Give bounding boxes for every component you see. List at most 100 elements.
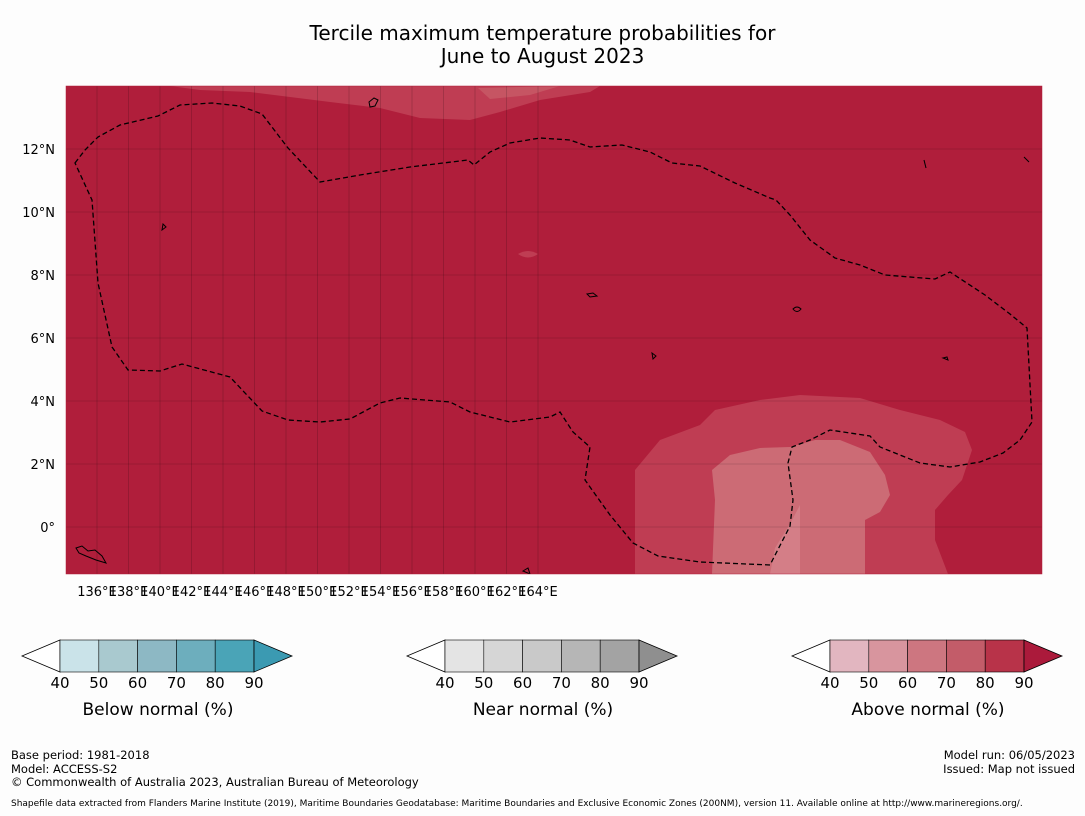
prob-zone-80-small (518, 251, 538, 258)
colorbar-tick-label: 70 (937, 674, 956, 692)
lon-label: 156°E (392, 585, 432, 600)
colorbar-tick-label: 50 (859, 674, 878, 692)
lat-label: 10°N (22, 206, 55, 221)
lon-label: 158°E (424, 585, 464, 600)
colorbar-tick-label: 60 (128, 674, 147, 692)
colorbar-max-extend (638, 639, 679, 673)
colorbar-segment (214, 639, 255, 673)
lon-label: 152°E (329, 585, 369, 600)
colorbar-tick-label: 80 (976, 674, 995, 692)
colorbar-segment (561, 639, 601, 673)
lon-label: 136°E (77, 585, 117, 600)
colorbar-segment (483, 639, 523, 673)
colorbar-min-extend (405, 639, 446, 673)
island-north (368, 97, 379, 108)
source-attribution: Shapefile data extracted from Flanders M… (11, 799, 1023, 809)
island-chuuk (585, 292, 599, 298)
island-png-coast (75, 545, 108, 564)
colorbar-tick-label: 70 (552, 674, 571, 692)
colorbar-tick-label: 60 (898, 674, 917, 692)
colorbar-tick-label: 50 (474, 674, 493, 692)
model-name: Model: ACCESS-S2 (11, 761, 118, 776)
eez-boundary (74, 102, 1033, 566)
colorbar-tick-label: 90 (244, 674, 263, 692)
prob-zone-70-lower (712, 440, 890, 574)
colorbar-segment (599, 639, 640, 673)
colorbar-segment (907, 639, 947, 673)
map-frame (65, 85, 1043, 575)
colorbar-min-extend (20, 639, 61, 673)
colorbar-tick-label: 90 (629, 674, 648, 692)
colorbar-tick-label: 70 (167, 674, 186, 692)
lat-label: 0° (40, 521, 55, 536)
legend-near-normal: 40 50 60 70 80 90 (405, 639, 679, 692)
base-period: Base period: 1981-2018 (11, 748, 150, 762)
issued-status: Issued: Map not issued (943, 761, 1075, 776)
map-area (66, 86, 1042, 574)
lat-label: 8°N (31, 269, 56, 284)
lon-label: 142°E (172, 585, 212, 600)
legend-title-above: Above normal (%) (851, 700, 1005, 720)
colorbar-tick-label: 40 (50, 674, 69, 692)
colorbar-tick-label: 60 (513, 674, 532, 692)
lon-label: 164°E (518, 585, 558, 600)
lon-label: 148°E (266, 585, 306, 600)
legend-title-near: Near normal (%) (472, 700, 614, 720)
colorbar-segment (984, 639, 1025, 673)
title-line-2: June to August 2023 (440, 44, 645, 68)
colorbar-tick-label: 90 (1014, 674, 1033, 692)
footer-right: Model run: 06/05/2023 Issued: Map not is… (943, 748, 1075, 776)
island-small-4 (1023, 156, 1030, 163)
colorbar-segment (829, 639, 870, 673)
lon-label: 154°E (361, 585, 401, 600)
colorbar-tick-label: 80 (591, 674, 610, 692)
copyright: © Commonwealth of Australia 2023, Austra… (11, 775, 419, 789)
graticule (66, 86, 1042, 574)
island-kosrae-area (941, 356, 949, 361)
island-small-2 (521, 567, 531, 574)
colorbar-tick-label: 80 (206, 674, 225, 692)
lon-label: 144°E (203, 585, 243, 600)
colorbar-segment (176, 639, 216, 673)
longitude-labels: 136°E138°E140°E142°E144°E146°E148°E150°E… (77, 585, 558, 600)
colorbar-tick-label: 40 (820, 674, 839, 692)
title-line-1: Tercile maximum temperature probabilitie… (309, 21, 776, 45)
colorbar-tick-label: 50 (89, 674, 108, 692)
model-run: Model run: 06/05/2023 (943, 748, 1075, 762)
prob-zone-70-top (478, 86, 560, 99)
footer-left: Base period: 1981-2018 Model: ACCESS-S2 … (11, 748, 419, 790)
legend-title-below: Below normal (%) (82, 700, 234, 720)
colorbar-segment (522, 639, 562, 673)
legend-below-normal: 40 50 60 70 80 90 (20, 639, 294, 692)
lat-label: 12°N (22, 143, 55, 158)
lat-label: 4°N (31, 395, 56, 410)
island-small-3 (923, 159, 927, 169)
island-pohnpei (792, 306, 802, 312)
colorbar-segment (444, 639, 485, 673)
lon-label: 146°E (235, 585, 275, 600)
colorbar-segment (946, 639, 986, 673)
lon-label: 162°E (487, 585, 527, 600)
colorbar-segment (868, 639, 908, 673)
island-small-1 (651, 351, 657, 361)
latitude-labels: 12°N 10°N 8°N 6°N 4°N 2°N 0° (22, 143, 55, 536)
colorbar-segment (59, 639, 100, 673)
lon-label: 150°E (298, 585, 338, 600)
lon-label: 138°E (109, 585, 149, 600)
colorbar-max-extend (253, 639, 294, 673)
lon-label: 160°E (455, 585, 495, 600)
lat-label: 2°N (31, 458, 56, 473)
colorbar-segment (137, 639, 177, 673)
islands (75, 97, 1030, 574)
colorbar-max-extend (1023, 639, 1064, 673)
colorbar-min-extend (790, 639, 831, 673)
lat-label: 6°N (31, 332, 56, 347)
colorbar-tick-label: 40 (435, 674, 454, 692)
island-guam-area (161, 222, 167, 232)
prob-zone-60-lower (770, 505, 800, 574)
map-title: Tercile maximum temperature probabilitie… (0, 22, 1085, 68)
lon-label: 140°E (140, 585, 180, 600)
legend-above-normal: 40 50 60 70 80 90 (790, 639, 1064, 692)
colorbar-segment (98, 639, 138, 673)
